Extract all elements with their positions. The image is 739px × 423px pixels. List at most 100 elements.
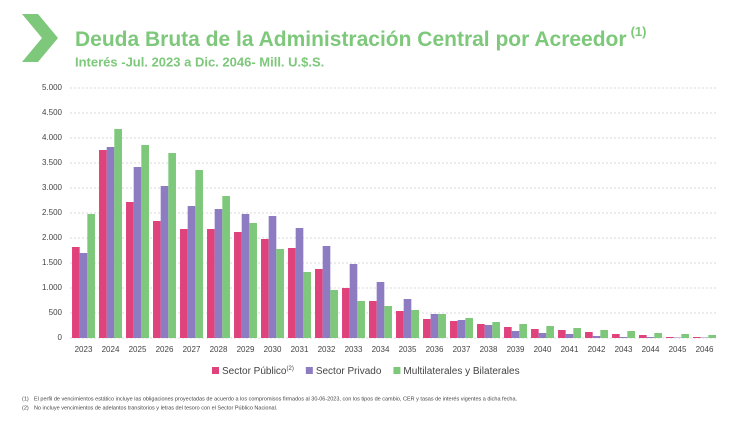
bar — [133, 167, 142, 338]
bar — [79, 253, 88, 338]
x-tick-label: 2025 — [129, 345, 147, 354]
legend-name: Sector Público — [222, 366, 287, 377]
bar — [465, 318, 473, 338]
footnote-marker: (2) — [22, 405, 29, 411]
footnote-text: El perfil de vencimientos estático inclu… — [34, 396, 518, 402]
bar — [295, 228, 304, 338]
bar — [504, 327, 512, 338]
bar — [261, 239, 269, 338]
title-note: (1) — [631, 24, 647, 39]
bar — [693, 337, 701, 338]
x-tick-label: 2044 — [642, 345, 660, 354]
bar — [673, 337, 682, 338]
bar — [612, 334, 620, 338]
legend-swatch — [212, 367, 219, 374]
x-tick-label: 2041 — [561, 345, 579, 354]
bar — [369, 301, 377, 338]
bar — [288, 248, 296, 338]
bar — [600, 330, 608, 338]
x-tick-label: 2040 — [534, 345, 552, 354]
y-tick-label: 3.500 — [42, 158, 63, 167]
x-tick-label: 2027 — [183, 345, 201, 354]
bar — [114, 129, 122, 338]
x-tick-label: 2033 — [345, 345, 363, 354]
legend-label: Sector Público(2) — [222, 366, 294, 377]
bar — [234, 232, 242, 338]
bar — [241, 214, 250, 338]
bar — [376, 282, 385, 338]
bar — [276, 249, 284, 338]
bar — [438, 314, 446, 338]
y-tick-label: 4.000 — [42, 133, 63, 142]
bar — [423, 319, 431, 338]
bar — [153, 221, 161, 338]
bar — [330, 290, 338, 338]
bar — [168, 153, 176, 338]
legend-swatch — [393, 367, 401, 374]
x-tick-label: 2038 — [480, 345, 498, 354]
footnote-marker: (1) — [22, 396, 29, 402]
y-tick-label: 1.000 — [42, 283, 63, 292]
bar — [396, 311, 404, 338]
legend-note: (2) — [286, 366, 293, 372]
bar — [646, 337, 655, 338]
bar — [619, 337, 628, 338]
bar — [268, 216, 277, 338]
x-tick-label: 2023 — [75, 345, 93, 354]
x-tick-label: 2032 — [318, 345, 336, 354]
bar — [403, 299, 412, 338]
bar — [99, 150, 107, 338]
bar — [450, 321, 458, 338]
bar — [126, 202, 134, 338]
bar — [106, 147, 115, 338]
bar — [303, 272, 311, 338]
y-tick-label: 5.000 — [42, 83, 63, 92]
x-tick-label: 2037 — [453, 345, 471, 354]
bar — [681, 334, 689, 338]
x-tick-label: 2028 — [210, 345, 228, 354]
x-tick-label: 2045 — [669, 345, 687, 354]
bar — [573, 328, 581, 338]
y-tick-label: 500 — [49, 308, 63, 317]
x-tick-label: 2039 — [507, 345, 525, 354]
bar — [141, 145, 149, 338]
x-tick-label: 2034 — [372, 345, 390, 354]
bar — [538, 333, 547, 338]
x-tick-label: 2031 — [291, 345, 309, 354]
bar — [654, 333, 662, 338]
bar — [511, 331, 520, 338]
bar — [592, 336, 601, 338]
bar — [484, 325, 493, 338]
chart-subtitle: Interés -Jul. 2023 a Dic. 2046- Mill. U.… — [75, 54, 324, 69]
legend-label: Sector Privado — [316, 366, 382, 377]
bar — [349, 264, 358, 338]
title-text: Deuda Bruta de la Administración Central… — [75, 28, 627, 51]
bar — [531, 329, 539, 338]
legend-swatch — [305, 367, 313, 374]
x-tick-label: 2024 — [102, 345, 120, 354]
footnote-text: No incluye vencimientos de adelantos tra… — [34, 405, 278, 411]
y-tick-label: 3.000 — [42, 183, 63, 192]
legend-name: Sector Privado — [316, 366, 382, 377]
x-tick-label: 2046 — [696, 345, 714, 354]
x-tick-label: 2042 — [588, 345, 606, 354]
bar — [249, 223, 257, 338]
y-tick-label: 2.500 — [42, 208, 63, 217]
y-tick-label: 1.500 — [42, 258, 63, 267]
y-tick-label: 4.500 — [42, 108, 63, 117]
bar — [558, 330, 566, 338]
x-tick-label: 2029 — [237, 345, 255, 354]
bar — [457, 320, 466, 338]
bar — [430, 314, 439, 338]
legend-name: Multilaterales y Bilaterales — [403, 366, 519, 377]
bar — [187, 206, 196, 338]
bar — [477, 324, 485, 338]
bar — [207, 229, 215, 338]
bar — [519, 324, 527, 338]
bar — [180, 229, 188, 338]
legend-label: Multilaterales y Bilaterales — [403, 366, 519, 377]
bar — [195, 170, 203, 338]
x-tick-label: 2043 — [615, 345, 633, 354]
x-tick-label: 2035 — [399, 345, 417, 354]
